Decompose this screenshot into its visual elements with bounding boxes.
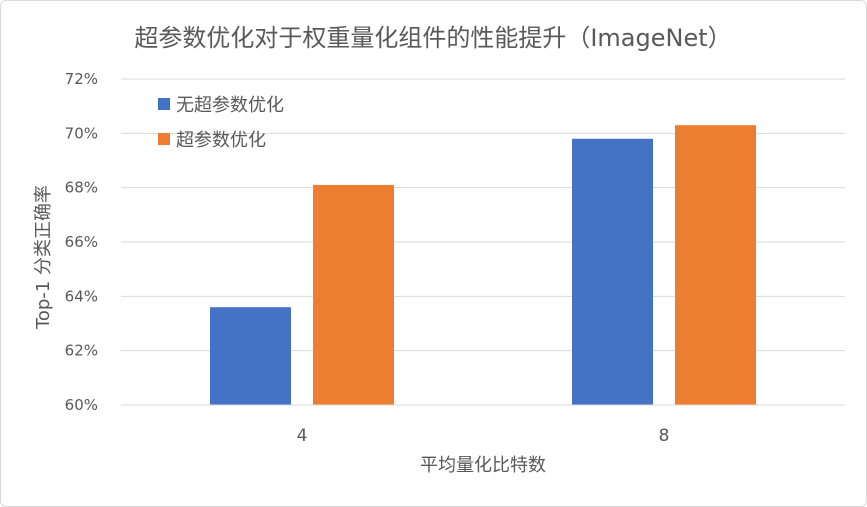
legend-label: 超参数优化 bbox=[176, 130, 266, 151]
y-tick-label: 64% bbox=[65, 287, 98, 305]
chart-title: 超参数优化对于权重量化组件的性能提升（ImageNet） bbox=[134, 24, 731, 52]
legend-swatch bbox=[158, 133, 170, 145]
y-tick-label: 72% bbox=[65, 70, 98, 88]
y-tick-label: 62% bbox=[65, 342, 98, 360]
x-tick-label: 4 bbox=[297, 426, 308, 446]
y-axis-ticks: 60% 62% 64% 66% 68% 70% 72% bbox=[65, 70, 98, 414]
bar-hpo-8 bbox=[675, 125, 756, 405]
y-tick-label: 60% bbox=[65, 396, 98, 414]
x-tick-label: 8 bbox=[659, 426, 670, 446]
y-tick-label: 66% bbox=[65, 233, 98, 251]
legend-swatch bbox=[158, 98, 170, 110]
bar-no-hpo-4 bbox=[210, 307, 291, 405]
bar-no-hpo-8 bbox=[572, 138, 653, 405]
bar-hpo-4 bbox=[313, 184, 394, 405]
y-tick-label: 68% bbox=[65, 179, 98, 197]
y-tick-label: 70% bbox=[65, 124, 98, 142]
x-axis-label: 平均量化比特数 bbox=[420, 455, 546, 476]
y-axis-label: Top-1 分类正确率 bbox=[33, 185, 54, 330]
bars bbox=[210, 125, 756, 405]
legend-label: 无超参数优化 bbox=[176, 95, 284, 116]
